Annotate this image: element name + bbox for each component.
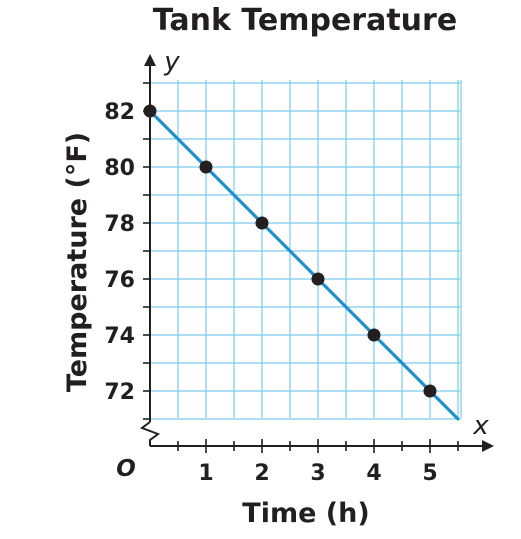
grid <box>149 80 462 420</box>
data-point <box>143 104 157 118</box>
trend-line <box>148 109 460 421</box>
y-axis-break <box>139 421 161 446</box>
chart-title: Tank Temperature <box>153 3 457 38</box>
trend-line-layer <box>148 109 460 421</box>
x-tick-label: 2 <box>254 461 269 486</box>
data-point <box>367 328 381 342</box>
y-axis-arrow <box>144 54 156 66</box>
x-axis-arrow <box>482 440 494 452</box>
y-tick-label: 80 <box>104 156 135 181</box>
y-tick-label: 76 <box>104 268 135 293</box>
x-tick-label: 1 <box>198 461 213 486</box>
x-axis-letter: x <box>472 411 489 441</box>
data-point <box>199 160 213 174</box>
y-axis-letter: y <box>163 47 180 77</box>
origin-label: O <box>116 456 136 482</box>
axes <box>139 54 494 453</box>
y-axis-label: Temperature (°F) <box>62 132 93 392</box>
x-tick-label: 5 <box>422 461 437 486</box>
data-point <box>255 216 269 230</box>
data-point <box>311 272 325 286</box>
data-point <box>423 384 437 398</box>
tick-labels: 1 2 3 4 5 72 74 76 78 80 82 <box>104 100 437 486</box>
y-tick-label: 78 <box>104 212 135 237</box>
x-tick-label: 4 <box>366 461 381 486</box>
y-tick-label: 74 <box>104 324 135 349</box>
x-axis-label: Time (h) <box>242 498 369 529</box>
y-tick-label: 82 <box>104 100 135 125</box>
y-tick-label: 72 <box>104 380 135 405</box>
data-points <box>143 104 437 398</box>
x-tick-label: 3 <box>310 461 325 486</box>
